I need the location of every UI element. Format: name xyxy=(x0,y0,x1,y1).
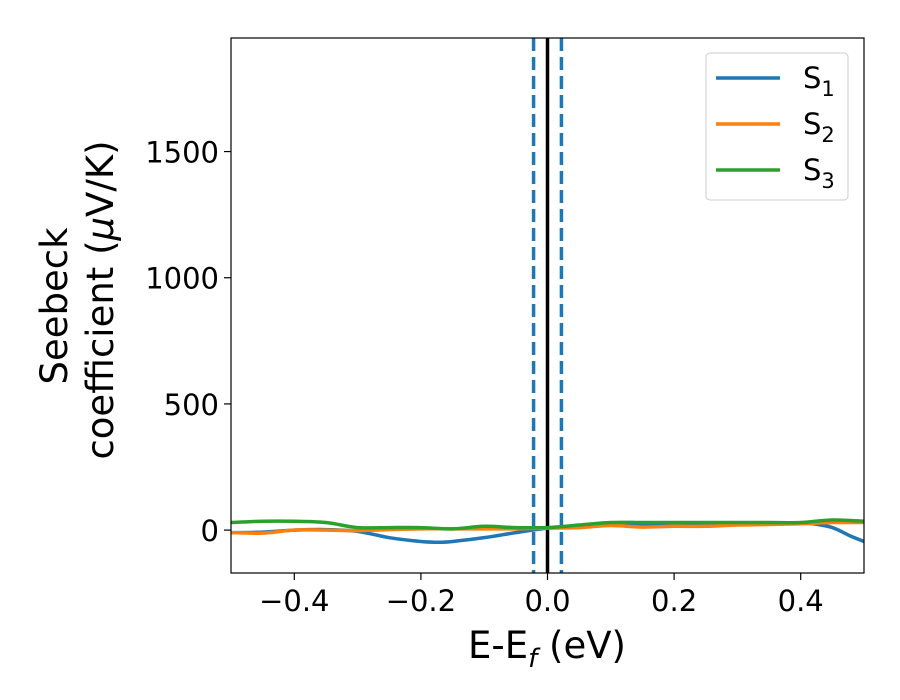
y-tick-label: 1500 xyxy=(145,136,219,170)
x-axis-title: E-Ef (eV) xyxy=(468,624,626,674)
series-group xyxy=(231,518,864,544)
x-tick-label: 0.2 xyxy=(651,584,697,618)
y-tick-label: 0 xyxy=(201,514,219,548)
series-line-s3 xyxy=(231,518,864,531)
x-tick-label: −0.4 xyxy=(259,584,329,618)
y-axis-title: Seebeck coefficient (μV/K) xyxy=(33,140,122,459)
y-axis-title-line1: Seebeck xyxy=(33,227,76,385)
x-tick-label: −0.2 xyxy=(386,584,456,618)
legend-label-s1: S1 xyxy=(803,61,835,101)
legend-box xyxy=(705,52,849,201)
x-tick-label: 0.4 xyxy=(778,584,824,618)
y-tick-label: 1000 xyxy=(145,262,219,296)
legend-label-s3: S3 xyxy=(803,153,835,193)
vertical-reference-lines xyxy=(531,38,564,573)
y-axis-ticks: 0 500 1000 1500 xyxy=(145,136,231,548)
y-axis-title-line2: coefficient (μV/K) xyxy=(79,140,122,459)
y-tick-label: 500 xyxy=(164,388,219,422)
x-axis-ticks: −0.4 −0.2 0.0 0.2 0.4 xyxy=(259,573,824,618)
legend: S1 S2 S3 xyxy=(705,52,849,201)
legend-label-s2: S2 xyxy=(803,107,835,147)
x-tick-label: 0.0 xyxy=(524,584,570,618)
